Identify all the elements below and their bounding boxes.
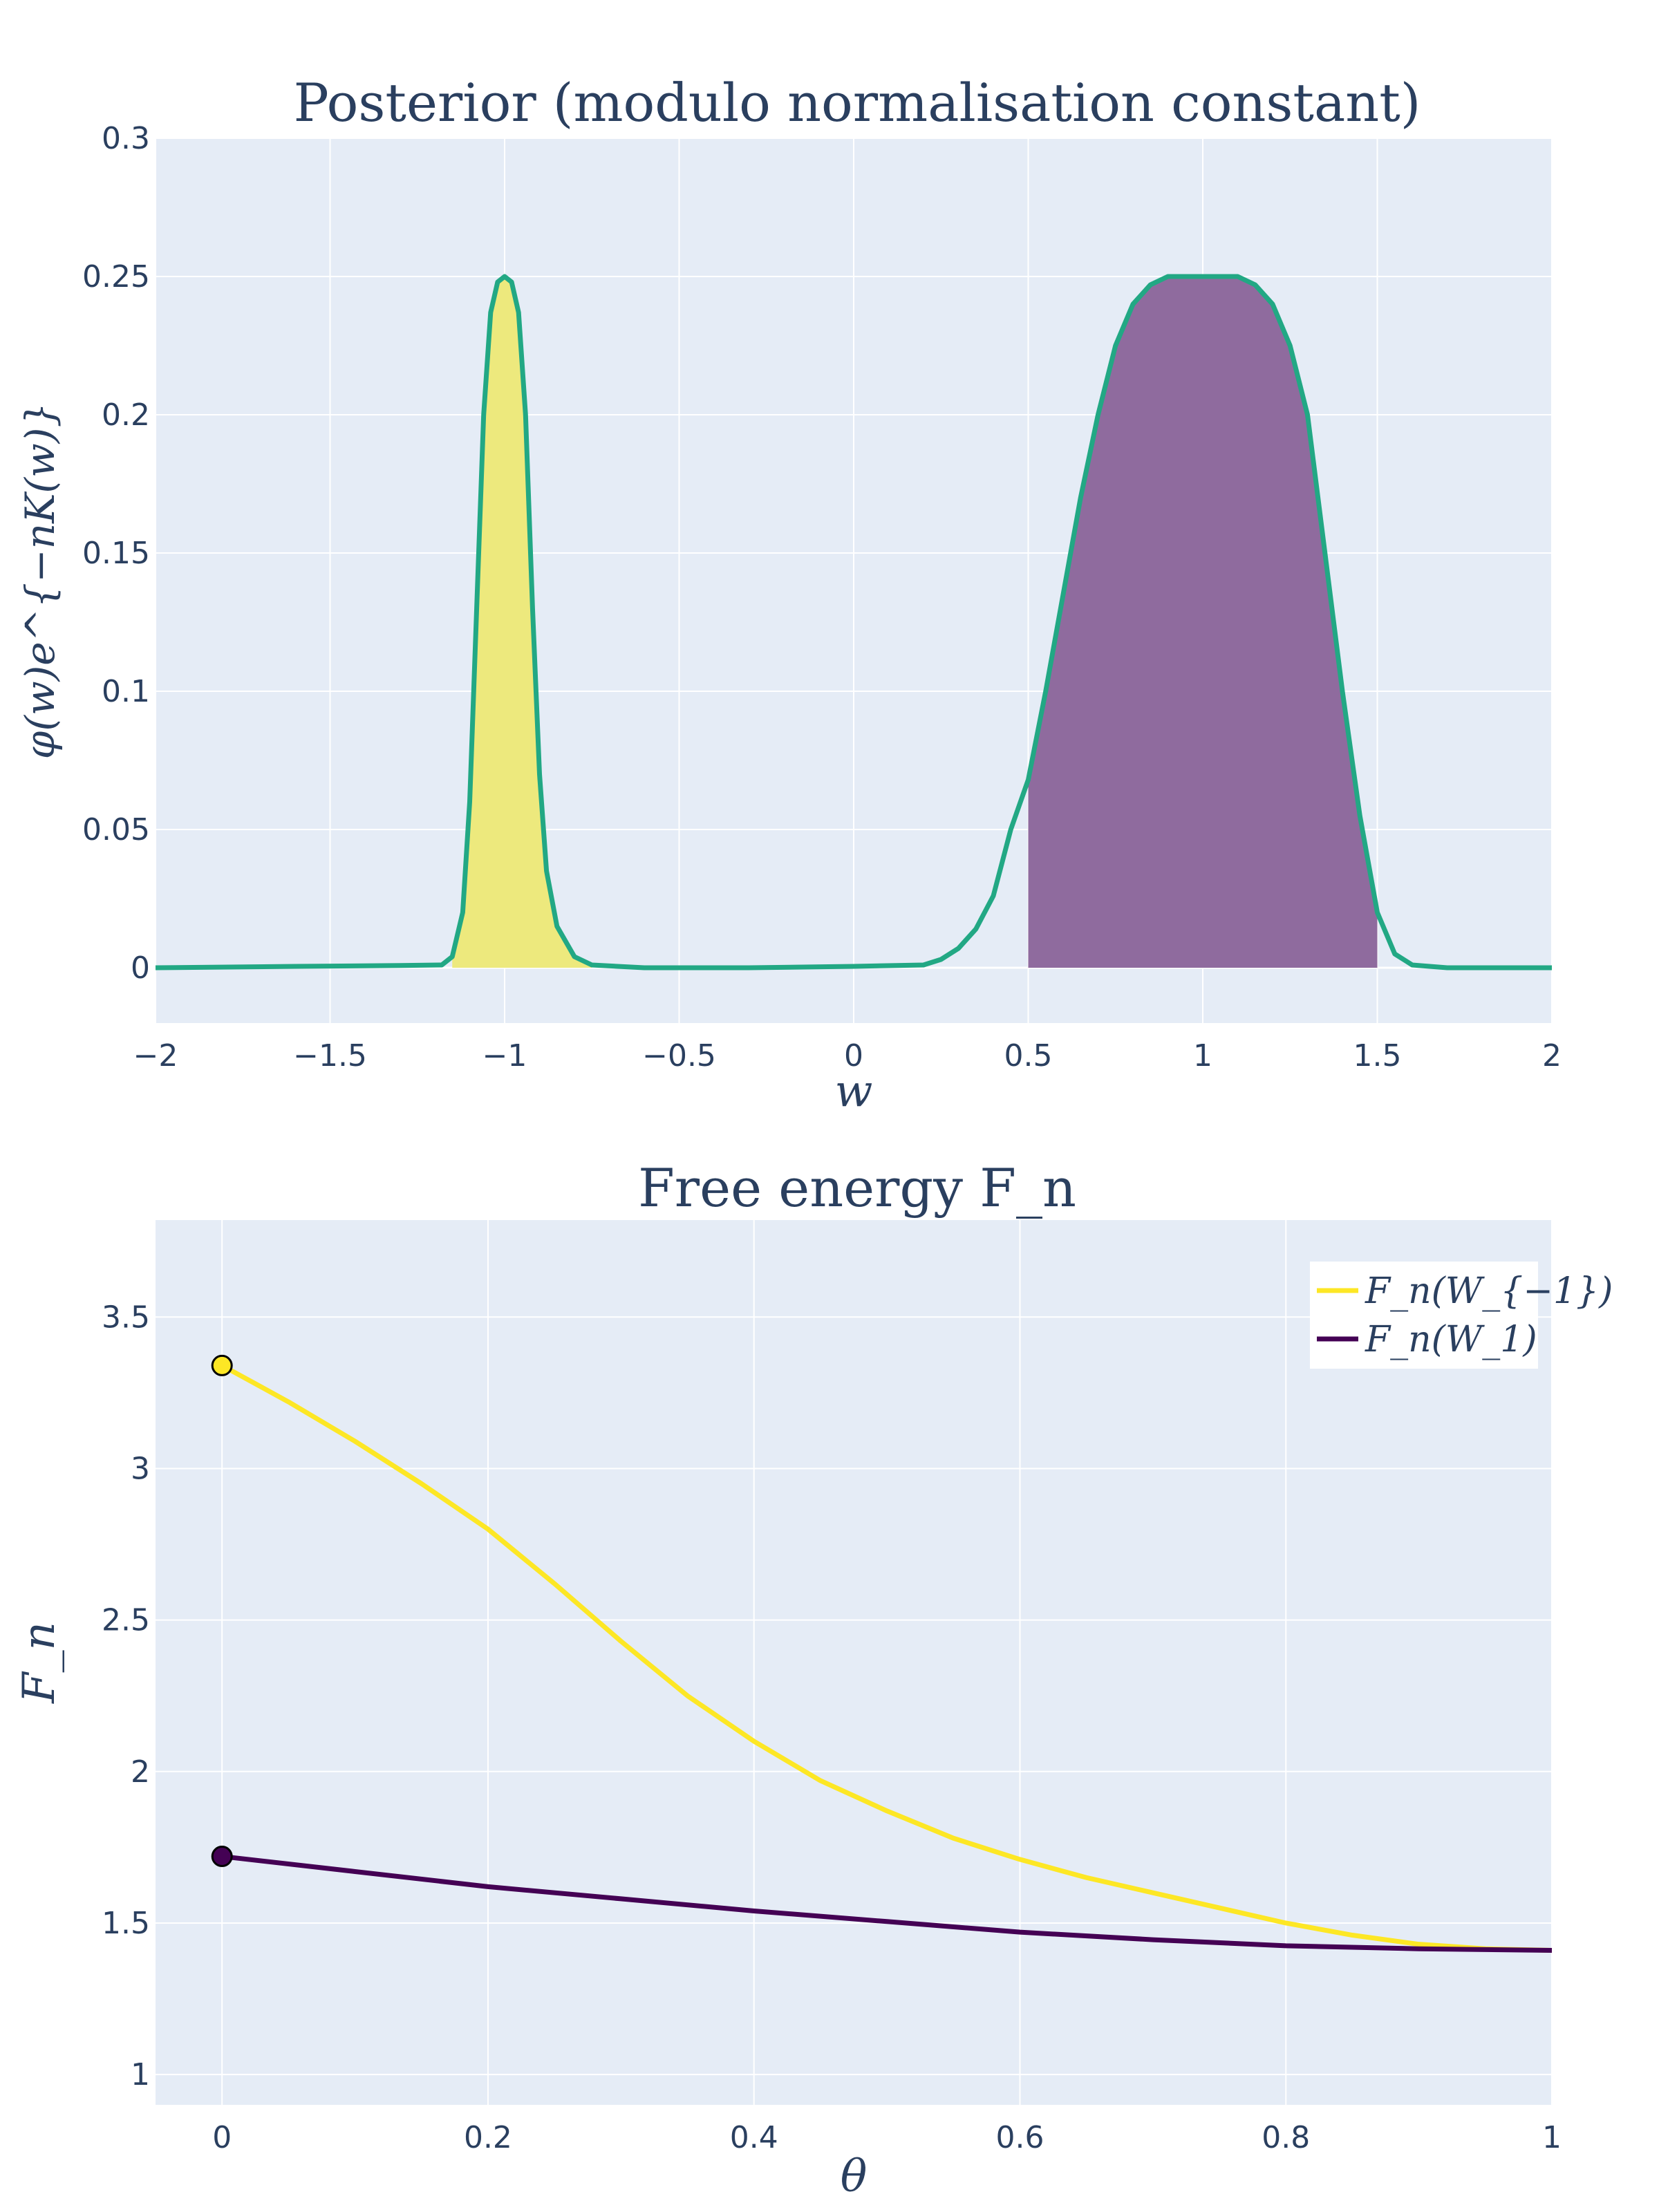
free-energy-y-tick-label: 3.5 bbox=[102, 1300, 150, 1335]
free-energy-y-tick-label: 2 bbox=[131, 1754, 150, 1790]
free-energy-y-tick-label: 1.5 bbox=[102, 1906, 150, 1941]
free-energy-x-tick-label: 0.4 bbox=[730, 2120, 778, 2155]
legend-label-w-minus-1: F_n(W_{−1}) bbox=[1365, 1271, 1613, 1312]
posterior-fill-region-0 bbox=[452, 276, 592, 968]
free-energy-series bbox=[221, 1363, 1553, 1953]
free-energy-y-tick-label: 1 bbox=[131, 2057, 150, 2092]
posterior-x-tick-label: −1.5 bbox=[293, 1038, 367, 1074]
posterior-y-tick-label: 0.25 bbox=[82, 259, 150, 294]
posterior-x-tick-label: 1 bbox=[1193, 1038, 1212, 1074]
posterior-title: Posterior (modulo normalisation constant… bbox=[294, 72, 1421, 133]
legend-box bbox=[1310, 1262, 1538, 1369]
free-energy-x-tick-label: 1 bbox=[1542, 2120, 1562, 2155]
marker-w-minus-1-start bbox=[211, 1354, 233, 1376]
posterior-x-tick-label: −2 bbox=[133, 1038, 178, 1074]
free-energy-gridlines bbox=[156, 1220, 1553, 2105]
posterior-y-tick-label: 0.3 bbox=[102, 121, 150, 156]
posterior-y-tick-labels: 0 0.05 0.1 0.15 0.2 0.25 0.3 bbox=[82, 121, 150, 986]
free-energy-line-w-minus-1 bbox=[221, 1363, 1553, 1953]
posterior-x-axis-label: w bbox=[835, 1066, 873, 1117]
posterior-x-tick-labels: −2 −1.5 −1 −0.5 0 0.5 1 1.5 2 bbox=[133, 1038, 1562, 1074]
free-energy-y-tick-label: 2.5 bbox=[102, 1603, 150, 1638]
free-energy-chart: Free energy F_n 0 0.2 0.4 0.6 0.8 1 1 1.5 2 2.5 3… bbox=[14, 1157, 1613, 2202]
legend: F_n(W_{−1}) F_n(W_1) bbox=[1310, 1262, 1613, 1369]
posterior-x-tick-label: 0.5 bbox=[1004, 1038, 1053, 1074]
posterior-x-tick-label: 0 bbox=[844, 1038, 863, 1074]
posterior-y-axis-label: φ(w)e^{−nK(w)} bbox=[17, 402, 64, 759]
posterior-fill-regions bbox=[452, 276, 1378, 968]
posterior-y-tick-label: 0.15 bbox=[82, 536, 150, 571]
free-energy-line-w-1 bbox=[221, 1854, 1553, 1953]
posterior-curve bbox=[155, 274, 1552, 971]
free-energy-x-tick-label: 0 bbox=[212, 2120, 232, 2155]
free-energy-x-tick-label: 0.8 bbox=[1262, 2120, 1310, 2155]
posterior-x-tick-label: −0.5 bbox=[642, 1038, 716, 1074]
free-energy-markers bbox=[211, 1354, 233, 1868]
posterior-fill-region-1 bbox=[1028, 276, 1378, 968]
free-energy-y-tick-labels: 1 1.5 2 2.5 3 3.5 bbox=[102, 1300, 150, 2092]
posterior-x-tick-label: 2 bbox=[1542, 1038, 1562, 1074]
free-energy-y-axis-label: F_n bbox=[14, 1622, 65, 1704]
marker-w-1-start bbox=[211, 1846, 233, 1868]
free-energy-x-tick-label: 0.2 bbox=[464, 2120, 512, 2155]
posterior-x-tick-label: 1.5 bbox=[1353, 1038, 1402, 1074]
free-energy-x-tick-labels: 0 0.2 0.4 0.6 0.8 1 bbox=[212, 2120, 1562, 2155]
legend-label-w-1: F_n(W_1) bbox=[1365, 1319, 1537, 1360]
posterior-chart: Posterior (modulo normalisation constant… bbox=[17, 72, 1562, 1117]
free-energy-x-tick-label: 0.6 bbox=[995, 2120, 1044, 2155]
posterior-y-tick-label: 0.05 bbox=[82, 812, 150, 847]
posterior-y-tick-label: 0.1 bbox=[102, 674, 150, 709]
posterior-x-tick-label: −1 bbox=[482, 1038, 527, 1074]
free-energy-y-tick-label: 3 bbox=[131, 1451, 150, 1486]
posterior-series bbox=[155, 274, 1552, 971]
free-energy-title: Free energy F_n bbox=[638, 1157, 1076, 1219]
posterior-y-tick-label: 0 bbox=[131, 950, 150, 986]
posterior-y-tick-label: 0.2 bbox=[102, 397, 150, 433]
free-energy-x-axis-label: θ bbox=[841, 2151, 868, 2202]
